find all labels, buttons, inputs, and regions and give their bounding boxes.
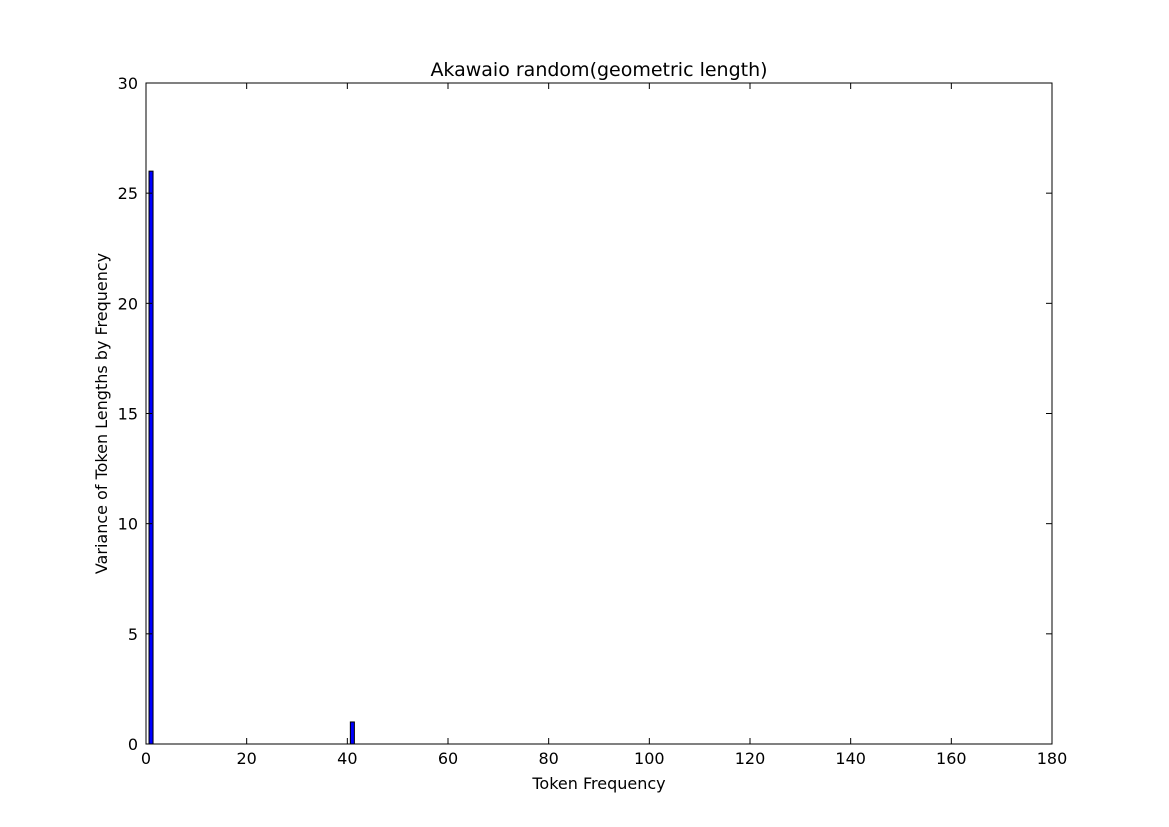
y-tick-label: 25 (118, 184, 138, 203)
y-tick-label: 10 (118, 515, 138, 534)
y-axis-ticks: 0 5 10 15 20 25 30 (118, 74, 1052, 754)
bar (148, 170, 154, 745)
x-tick-label: 40 (337, 749, 357, 768)
x-tick-label: 100 (634, 749, 665, 768)
x-axis-ticks: 0 20 40 60 80 100 120 140 160 180 (141, 83, 1067, 768)
y-tick-label: 15 (118, 405, 138, 424)
x-tick-label: 60 (438, 749, 458, 768)
x-tick-label: 180 (1037, 749, 1068, 768)
y-tick-label: 5 (128, 625, 138, 644)
x-axis-label: Token Frequency (531, 774, 665, 793)
plot-area (146, 83, 1052, 744)
y-axis-label: Variance of Token Lengths by Frequency (92, 253, 111, 574)
y-tick-label: 30 (118, 74, 138, 93)
y-tick-label: 0 (128, 735, 138, 754)
x-tick-label: 80 (538, 749, 558, 768)
chart-title: Akawaio random(geometric length) (430, 59, 767, 81)
y-tick-label: 20 (118, 294, 138, 313)
x-tick-label: 120 (735, 749, 766, 768)
bar (349, 721, 355, 745)
x-tick-label: 20 (236, 749, 256, 768)
x-tick-label: 0 (141, 749, 151, 768)
plot-frame (145, 82, 1053, 745)
x-tick-label: 160 (936, 749, 967, 768)
x-tick-label: 140 (835, 749, 866, 768)
